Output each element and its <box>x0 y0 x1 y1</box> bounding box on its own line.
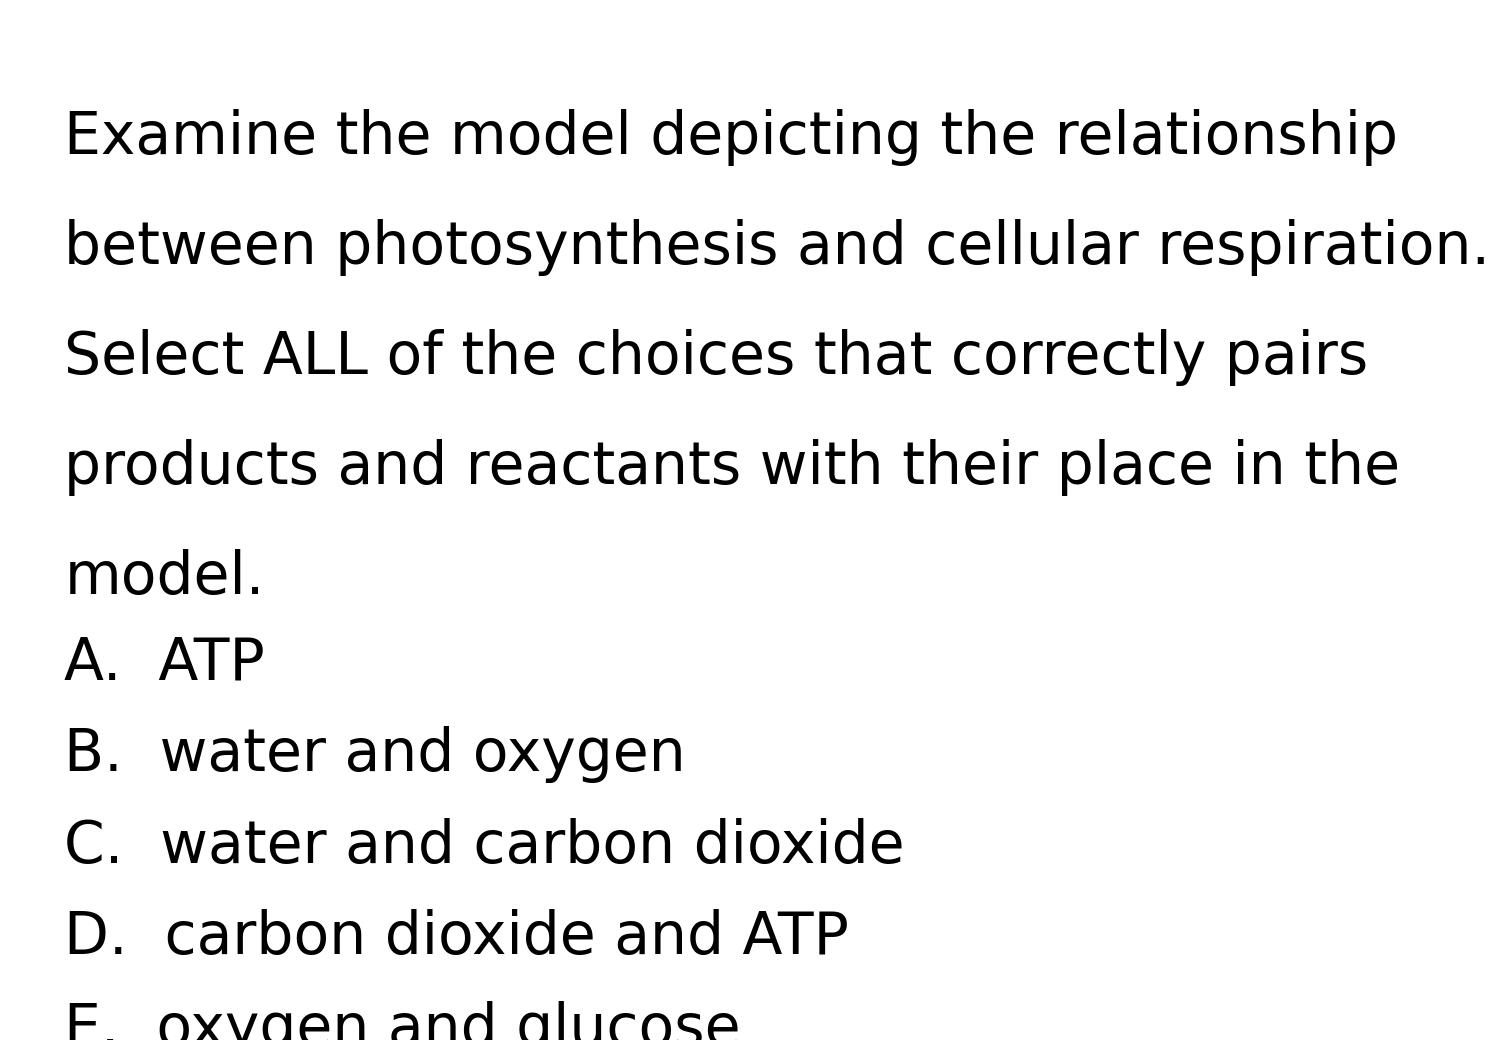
Text: Examine the model depicting the relationship: Examine the model depicting the relation… <box>64 109 1398 166</box>
Text: D.  carbon dioxide and ATP: D. carbon dioxide and ATP <box>64 909 849 966</box>
Text: between photosynthesis and cellular respiration.: between photosynthesis and cellular resp… <box>64 219 1491 277</box>
Text: A.  ATP: A. ATP <box>64 634 266 692</box>
Text: E.  oxygen and glucose: E. oxygen and glucose <box>64 1000 741 1040</box>
Text: B.  water and oxygen: B. water and oxygen <box>64 726 686 783</box>
Text: model.: model. <box>64 549 264 606</box>
Text: Select ALL of the choices that correctly pairs: Select ALL of the choices that correctly… <box>64 330 1368 386</box>
Text: products and reactants with their place in the: products and reactants with their place … <box>64 439 1401 496</box>
Text: C.  water and carbon dioxide: C. water and carbon dioxide <box>64 817 904 875</box>
